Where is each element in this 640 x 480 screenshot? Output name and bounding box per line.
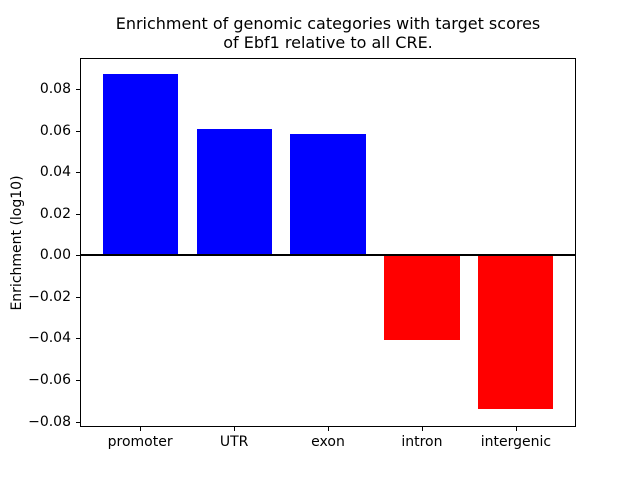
x-tick-label-promoter: promoter (107, 434, 173, 450)
bar-exon (290, 133, 366, 256)
bar-intergenic (478, 255, 554, 410)
y-tick-label: −0.04 (28, 330, 71, 347)
y-tick-label: −0.08 (28, 413, 71, 430)
bar-UTR (196, 128, 272, 256)
y-tick-mark (76, 172, 80, 174)
y-tick-mark (76, 213, 80, 215)
chart-title-line-2: of Ebf1 relative to all CRE. (223, 33, 433, 52)
bar-promoter (102, 74, 178, 256)
x-tick-mark (515, 427, 517, 431)
y-tick-label: 0.04 (39, 164, 71, 181)
y-tick-mark (76, 255, 80, 257)
x-tick-label-intergenic: intergenic (480, 434, 552, 450)
y-tick-label: 0.06 (39, 122, 71, 139)
x-tick-label-exon: exon (311, 434, 345, 450)
y-tick-mark (76, 421, 80, 423)
y-tick-mark (76, 89, 80, 90)
y-tick-mark (76, 130, 80, 132)
zero-line (80, 254, 576, 257)
bar-intron (384, 255, 460, 341)
x-tick-mark (234, 427, 236, 431)
y-tick-label: −0.02 (28, 288, 71, 305)
y-tick-label: −0.06 (28, 372, 71, 388)
x-tick-mark (421, 427, 423, 431)
y-tick-mark (76, 296, 80, 298)
y-tick-label: 0.08 (39, 81, 71, 97)
y-tick-label: 0.00 (39, 247, 71, 264)
y-tick-mark (76, 380, 80, 381)
x-tick-label-UTR: UTR (219, 434, 249, 450)
chart-title-line-1: Enrichment of genomic categories with ta… (115, 14, 541, 33)
x-tick-mark (140, 427, 142, 431)
x-tick-label-intron: intron (401, 434, 443, 450)
y-tick-label: 0.02 (39, 205, 71, 222)
x-tick-mark (328, 427, 329, 431)
chart-title: Enrichment of genomic categories with ta… (80, 14, 576, 52)
y-tick-mark (76, 338, 80, 340)
